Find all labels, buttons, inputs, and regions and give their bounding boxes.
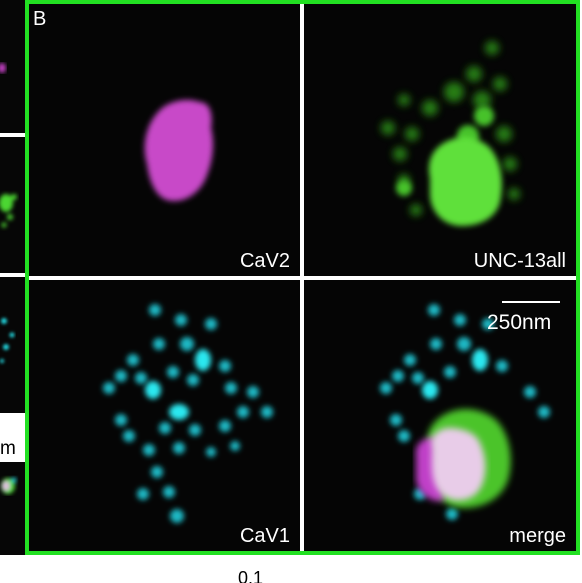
merge-image xyxy=(380,304,550,520)
left-tile-cav2 xyxy=(0,0,25,133)
tile-cav1: CaV1 xyxy=(29,280,300,551)
cav1-image xyxy=(103,304,273,523)
scale-bar-label: 250nm xyxy=(487,311,552,334)
tile-unc13all: UNC-13all xyxy=(304,4,576,276)
figure-panel-b: B CaV2 xyxy=(25,0,580,555)
left-scale-unit-fragment: m xyxy=(0,436,25,462)
tile-label-cav2: CaV2 xyxy=(239,250,290,272)
tile-merge: 250nm merge xyxy=(304,280,576,551)
left-neighbor-panel: m xyxy=(0,0,25,555)
tile-label-merge: merge xyxy=(509,525,566,547)
left-tile-cav1 xyxy=(0,277,25,413)
left-scale-bar xyxy=(0,430,14,432)
unc13all-image xyxy=(381,41,520,226)
tile-cav2: B CaV2 xyxy=(29,4,300,276)
left-tile-unc13 xyxy=(0,137,25,273)
tile-label-cav1: CaV1 xyxy=(239,525,290,547)
cropped-caption-fragment: 0.1 xyxy=(238,569,264,583)
cav2-image xyxy=(144,100,213,202)
left-tile-merge xyxy=(0,462,25,555)
tile-label-unc13all: UNC-13all xyxy=(473,250,566,272)
panel-letter: B xyxy=(33,8,47,30)
scale-bar xyxy=(502,301,560,303)
